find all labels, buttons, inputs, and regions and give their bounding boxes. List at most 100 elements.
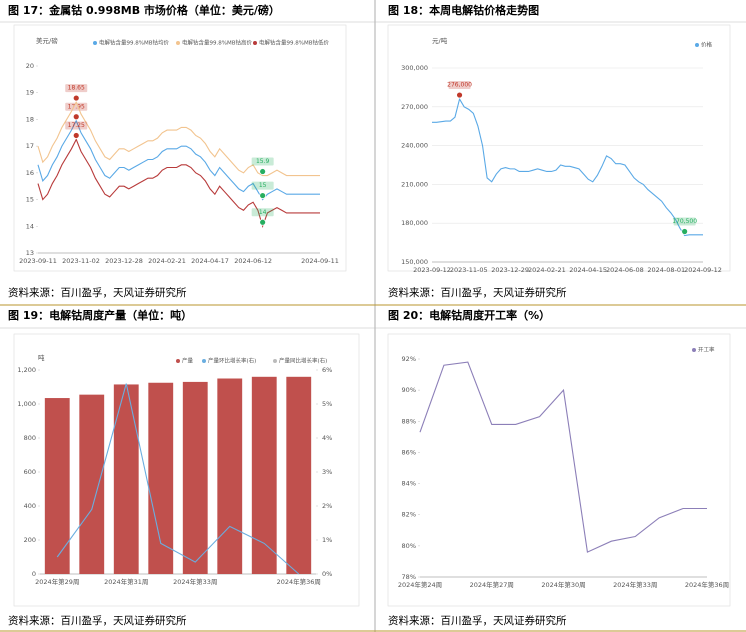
marker-label-box (65, 84, 88, 93)
bar (113, 384, 139, 574)
legend-label: 电解钴含量99.8%MB钴高价 (182, 39, 252, 47)
legend-swatch (202, 359, 206, 363)
chart-frame (387, 24, 731, 272)
x-tick-label: 2024-09-12 (684, 266, 722, 274)
y-tick-label: 800 (24, 434, 36, 442)
x-tick-label: 2023-12-29 (491, 266, 529, 274)
figure-title: 图 18：本周电解钴价格走势图 (388, 3, 539, 17)
chart-frame (387, 333, 731, 607)
extreme-marker (259, 218, 267, 226)
marker-label-box (673, 217, 696, 226)
marker-label: 15.9 (256, 158, 270, 165)
marker-label: 17.95 (68, 103, 85, 110)
source-note: 资料来源：百川盈孚，天风证券研究所 (8, 286, 187, 299)
marker-label-box (65, 121, 88, 130)
marker-label: 17.25 (68, 122, 85, 129)
y-tick-label: 210,000 (401, 180, 428, 188)
legend-label: 产量同比增长率(右) (279, 357, 327, 365)
bar (217, 378, 243, 574)
x-tick-label: 2023-11-02 (62, 257, 100, 265)
y-tick-label: 1,000 (17, 400, 36, 408)
series-line (37, 119, 320, 201)
x-tick-label: 2024年第36周 (277, 577, 321, 586)
figure-title: 图 19：电解钴周度产量（单位：吨） (8, 308, 192, 322)
y-tick-label: 17 (26, 142, 34, 150)
y2-tick-label: 2% (322, 502, 332, 510)
y-tick-label: 18 (26, 115, 34, 123)
series-line (37, 138, 320, 229)
extreme-marker (72, 113, 80, 121)
y-tick-label: 15 (26, 196, 34, 204)
y2-tick-label: 1% (322, 536, 332, 544)
x-tick-label: 2023-11-05 (450, 266, 488, 274)
y-tick-label: 180,000 (401, 219, 428, 227)
legend-swatch (176, 41, 180, 45)
y-tick-label: 13 (26, 249, 34, 257)
x-tick-label: 2024-04-15 (569, 266, 607, 274)
y-tick-label: 82% (402, 511, 416, 519)
y2-tick-label: 4% (322, 434, 332, 442)
legend-swatch (695, 43, 699, 47)
x-tick-label: 2024年第27周 (470, 580, 514, 589)
extreme-marker (259, 168, 267, 175)
legend-swatch (93, 41, 97, 45)
y-tick-label: 78% (402, 573, 416, 581)
x-tick-label: 2024-09-11 (301, 257, 339, 265)
y-unit-label: 吨 (38, 353, 45, 362)
x-tick-label: 2024年第29周 (35, 577, 79, 586)
source-note: 资料来源：百川盈孚，天风证券研究所 (388, 286, 567, 299)
extreme-marker (72, 132, 80, 139)
x-tick-label: 2023-09-11 (19, 257, 57, 265)
extreme-marker (456, 91, 463, 99)
legend-label: 开工率 (698, 346, 715, 354)
marker-label-box (251, 208, 274, 217)
legend-label: 价格 (701, 41, 713, 49)
bar (286, 376, 312, 574)
x-tick-label: 2023-12-28 (105, 257, 143, 265)
x-tick-label: 2024-08-01 (647, 266, 685, 274)
legend-swatch (176, 359, 180, 363)
series-line (432, 97, 703, 237)
y-tick-label: 88% (402, 417, 416, 425)
y-tick-label: 300,000 (401, 64, 428, 72)
marker-label-box (65, 102, 88, 111)
chart-frame (13, 333, 360, 607)
y-tick-label: 400 (24, 502, 36, 510)
y-tick-label: 84% (402, 480, 416, 488)
y-tick-label: 19 (26, 89, 34, 97)
x-tick-label: 2024-06-12 (234, 257, 272, 265)
x-tick-label: 2024年第33周 (613, 580, 657, 589)
x-tick-label: 2024-02-21 (528, 266, 566, 274)
x-tick-label: 2024年第31周 (104, 577, 148, 586)
bar (251, 376, 277, 574)
y-tick-label: 270,000 (401, 103, 428, 111)
extreme-marker (681, 228, 689, 235)
marker-label-box (251, 157, 274, 166)
figure-title: 图 20：电解钴周度开工率（%） (388, 308, 550, 322)
y2-tick-label: 5% (322, 400, 332, 408)
legend-label: 产量环比增长率(右) (208, 357, 256, 365)
y-tick-label: 150,000 (401, 258, 428, 266)
y-tick-label: 80% (402, 542, 416, 550)
bar (148, 382, 174, 574)
y-tick-label: 90% (402, 386, 416, 394)
legend-label: 产量 (182, 357, 194, 365)
y2-tick-label: 0% (322, 570, 332, 578)
y-tick-label: 1,200 (17, 366, 36, 374)
figure-title: 图 17：金属钴 0.998MB 市场价格（单位：美元/磅） (8, 3, 280, 17)
y-tick-label: 14 (26, 222, 34, 230)
legend-label: 电解钴含量99.8%MB钴低价 (259, 39, 329, 47)
source-note: 资料来源：百川盈孚，天风证券研究所 (388, 614, 567, 627)
marker-label: 18.65 (68, 85, 85, 92)
bar (44, 398, 70, 574)
bar (182, 381, 208, 574)
x-tick-label: 2024-04-17 (191, 257, 229, 265)
series-line (419, 361, 707, 553)
bar (79, 394, 105, 574)
extreme-marker (259, 192, 267, 199)
marker-label: 276,000 (447, 82, 472, 89)
y-unit-label: 元/吨 (432, 36, 448, 45)
x-tick-label: 2024年第30周 (541, 580, 585, 589)
legend-swatch (692, 348, 696, 352)
